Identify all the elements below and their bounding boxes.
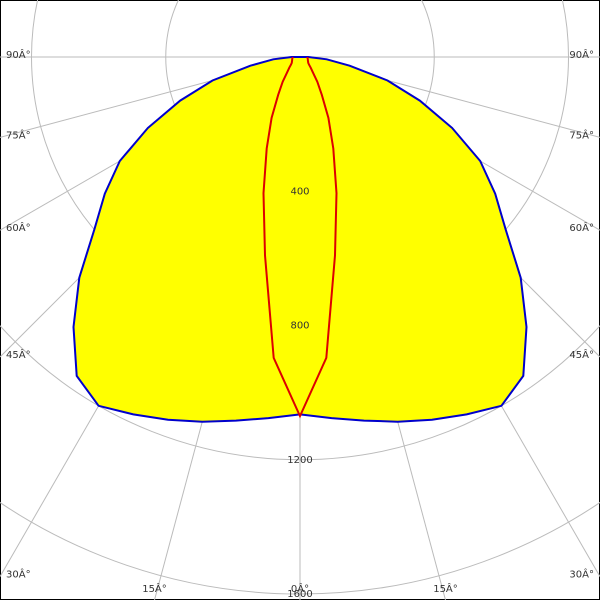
angle-label: 15Â°	[142, 582, 167, 595]
radial-label: 1200	[287, 455, 312, 466]
angle-label: 45Â°	[6, 348, 31, 361]
radial-label: 800	[290, 321, 309, 332]
angle-label: 60Â°	[569, 221, 594, 234]
angle-label: 45Â°	[569, 348, 594, 361]
angle-label: 60Â°	[6, 221, 31, 234]
angle-label: 90Â°	[6, 48, 31, 61]
angle-label: 0Â°	[291, 582, 309, 595]
intensity-curve	[262, 57, 338, 419]
radial-label: 1600	[287, 589, 312, 600]
angle-label: 15Â°	[433, 582, 458, 595]
intensity-curve	[72, 56, 528, 423]
angle-label: 75Â°	[569, 128, 594, 141]
angle-label: 75Â°	[6, 128, 31, 141]
angle-label: 30Â°	[569, 568, 594, 581]
angle-label: 90Â°	[569, 48, 594, 61]
radial-label: 400	[290, 186, 309, 197]
angle-label: 30Â°	[6, 568, 31, 581]
